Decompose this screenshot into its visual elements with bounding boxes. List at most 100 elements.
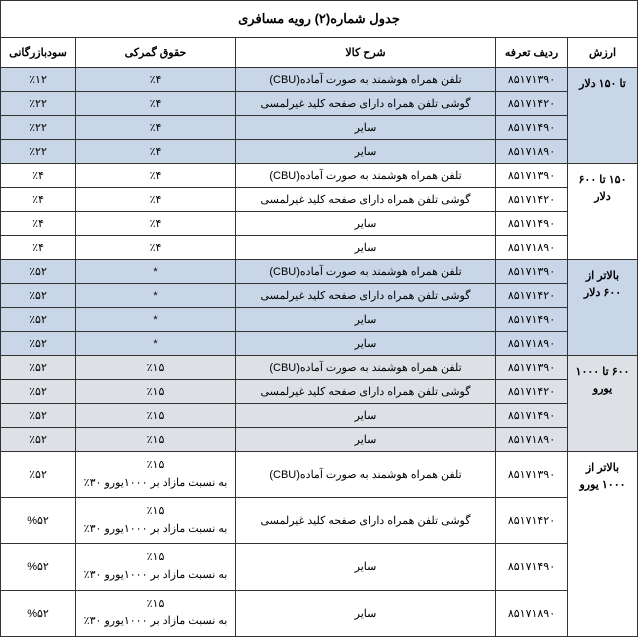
customs-duty: *	[76, 284, 236, 308]
tariff-code: ۸۵۱۷۱۴۲۰	[496, 284, 568, 308]
commercial-profit: ٪۴	[1, 236, 76, 260]
commercial-profit: ٪۱۲	[1, 68, 76, 92]
item-description: گوشی تلفن همراه دارای صفحه کلید غیرلمسی	[236, 92, 496, 116]
commercial-profit: %۵۲	[1, 544, 76, 590]
item-description: گوشی تلفن همراه دارای صفحه کلید غیرلمسی	[236, 380, 496, 404]
table-row: ۸۵۱۷۱۴۹۰سایر*٪۵۲	[1, 308, 638, 332]
commercial-profit: ٪۴	[1, 188, 76, 212]
commercial-profit: ٪۴	[1, 212, 76, 236]
commercial-profit: ٪۲۲	[1, 92, 76, 116]
item-description: سایر	[236, 544, 496, 590]
table-row: ۸۵۱۷۱۸۹۰سایر٪۱۵٪۵۲	[1, 428, 638, 452]
customs-duty: ٪۴	[76, 68, 236, 92]
customs-duty: ٪۱۵به نسبت مازاد بر ۱۰۰۰یورو ۳۰٪	[76, 590, 236, 636]
tariff-code: ۸۵۱۷۱۴۹۰	[496, 308, 568, 332]
table-row: ۸۵۱۷۱۴۹۰سایر٪۴٪۲۲	[1, 116, 638, 140]
customs-duty: ٪۱۵به نسبت مازاد بر ۱۰۰۰یورو ۳۰٪	[76, 498, 236, 544]
table-row: ۸۵۱۷۱۴۲۰گوشی تلفن همراه دارای صفحه کلید …	[1, 498, 638, 544]
table-row: ۸۵۱۷۱۴۲۰گوشی تلفن همراه دارای صفحه کلید …	[1, 284, 638, 308]
customs-duty: ٪۱۵به نسبت مازاد بر ۱۰۰۰یورو ۳۰٪	[76, 452, 236, 498]
customs-duty: *	[76, 308, 236, 332]
customs-duty: ٪۴	[76, 116, 236, 140]
item-description: سایر	[236, 236, 496, 260]
item-description: سایر	[236, 332, 496, 356]
table-row: ۸۵۱۷۱۸۹۰سایر٪۱۵به نسبت مازاد بر ۱۰۰۰یورو…	[1, 590, 638, 636]
tariff-code: ۸۵۱۷۱۸۹۰	[496, 590, 568, 636]
table-row: ۸۵۱۷۱۴۹۰سایر٪۱۵به نسبت مازاد بر ۱۰۰۰یورو…	[1, 544, 638, 590]
tariff-code: ۸۵۱۷۱۴۲۰	[496, 92, 568, 116]
tariff-code: ۸۵۱۷۱۳۹۰	[496, 68, 568, 92]
item-description: سایر	[236, 116, 496, 140]
tariff-code: ۸۵۱۷۱۴۲۰	[496, 380, 568, 404]
tariff-code: ۸۵۱۷۱۸۹۰	[496, 428, 568, 452]
commercial-profit: ٪۲۲	[1, 140, 76, 164]
table-title: جدول شماره(۲) رویه مسافری	[1, 1, 638, 38]
customs-duty: ٪۱۵	[76, 356, 236, 380]
customs-duty: *	[76, 332, 236, 356]
table-row: ۱۵۰ تا ۶۰۰دلار۸۵۱۷۱۳۹۰تلفن همراه هوشمند …	[1, 164, 638, 188]
tariff-code: ۸۵۱۷۱۳۹۰	[496, 260, 568, 284]
customs-duty: ٪۴	[76, 212, 236, 236]
header-tariff: ردیف تعرفه	[496, 38, 568, 68]
item-description: سایر	[236, 140, 496, 164]
commercial-profit: %۵۲	[1, 590, 76, 636]
item-description: گوشی تلفن همراه دارای صفحه کلید غیرلمسی	[236, 188, 496, 212]
commercial-profit: ٪۴	[1, 164, 76, 188]
commercial-profit: ٪۲۲	[1, 116, 76, 140]
value-bracket-cell: بالاتر از۶۰۰ دلار	[568, 260, 638, 356]
tariff-code: ۸۵۱۷۱۸۹۰	[496, 140, 568, 164]
commercial-profit: ٪۵۲	[1, 356, 76, 380]
tariff-code: ۸۵۱۷۱۴۹۰	[496, 544, 568, 590]
item-description: سایر	[236, 428, 496, 452]
commercial-profit: %۵۲	[1, 498, 76, 544]
customs-duty: ٪۱۵	[76, 428, 236, 452]
table-row: ۶۰۰ تا ۱۰۰۰یورو۸۵۱۷۱۳۹۰تلفن همراه هوشمند…	[1, 356, 638, 380]
customs-duty: ٪۱۵	[76, 380, 236, 404]
commercial-profit: ٪۵۲	[1, 404, 76, 428]
item-description: سایر	[236, 212, 496, 236]
item-description: تلفن همراه هوشمند به صورت آماده(CBU)	[236, 452, 496, 498]
value-bracket-cell: ۶۰۰ تا ۱۰۰۰یورو	[568, 356, 638, 452]
commercial-profit: ٪۵۲	[1, 308, 76, 332]
table-row: ۸۵۱۷۱۴۹۰سایر٪۴٪۴	[1, 212, 638, 236]
header-arzesh: ارزش	[568, 38, 638, 68]
header-desc: شرح کالا	[236, 38, 496, 68]
item-description: گوشی تلفن همراه دارای صفحه کلید غیرلمسی	[236, 284, 496, 308]
value-bracket-cell: ۱۵۰ تا ۶۰۰دلار	[568, 164, 638, 260]
item-description: تلفن همراه هوشمند به صورت آماده(CBU)	[236, 164, 496, 188]
customs-duty: ٪۴	[76, 236, 236, 260]
value-bracket-cell: تا ۱۵۰ دلار	[568, 68, 638, 164]
table-row: ۸۵۱۷۱۸۹۰سایر*٪۵۲	[1, 332, 638, 356]
customs-duty: *	[76, 260, 236, 284]
table-row: ۸۵۱۷۱۴۲۰گوشی تلفن همراه دارای صفحه کلید …	[1, 92, 638, 116]
commercial-profit: ٪۵۲	[1, 380, 76, 404]
tariff-code: ۸۵۱۷۱۳۹۰	[496, 452, 568, 498]
tariff-table: جدول شماره(۲) رویه مسافری ارزش ردیف تعرف…	[0, 0, 638, 637]
table-row: بالاتر از۱۰۰۰ یورو۸۵۱۷۱۳۹۰تلفن همراه هوش…	[1, 452, 638, 498]
tariff-code: ۸۵۱۷۱۴۹۰	[496, 116, 568, 140]
table-row: ۸۵۱۷۱۸۹۰سایر٪۴٪۴	[1, 236, 638, 260]
commercial-profit: ٪۵۲	[1, 284, 76, 308]
table-row: ۸۵۱۷۱۸۹۰سایر٪۴٪۲۲	[1, 140, 638, 164]
item-description: سایر	[236, 404, 496, 428]
tariff-code: ۸۵۱۷۱۴۹۰	[496, 404, 568, 428]
tariff-code: ۸۵۱۷۱۴۹۰	[496, 212, 568, 236]
header-duty: حقوق گمرکی	[76, 38, 236, 68]
commercial-profit: ٪۵۲	[1, 428, 76, 452]
value-bracket-cell: بالاتر از۱۰۰۰ یورو	[568, 452, 638, 637]
item-description: تلفن همراه هوشمند به صورت آماده(CBU)	[236, 356, 496, 380]
item-description: سایر	[236, 308, 496, 332]
item-description: سایر	[236, 590, 496, 636]
tariff-code: ۸۵۱۷۱۴۲۰	[496, 188, 568, 212]
customs-duty: ٪۱۵به نسبت مازاد بر ۱۰۰۰یورو ۳۰٪	[76, 544, 236, 590]
table-row: ۸۵۱۷۱۴۲۰گوشی تلفن همراه دارای صفحه کلید …	[1, 380, 638, 404]
commercial-profit: ٪۵۲	[1, 332, 76, 356]
table-row: ۸۵۱۷۱۴۲۰گوشی تلفن همراه دارای صفحه کلید …	[1, 188, 638, 212]
customs-duty: ٪۱۵	[76, 404, 236, 428]
header-comm: سودبازرگانی	[1, 38, 76, 68]
item-description: تلفن همراه هوشمند به صورت آماده(CBU)	[236, 260, 496, 284]
commercial-profit: ٪۵۲	[1, 452, 76, 498]
commercial-profit: ٪۵۲	[1, 260, 76, 284]
tariff-code: ۸۵۱۷۱۸۹۰	[496, 236, 568, 260]
item-description: گوشی تلفن همراه دارای صفحه کلید غیرلمسی	[236, 498, 496, 544]
